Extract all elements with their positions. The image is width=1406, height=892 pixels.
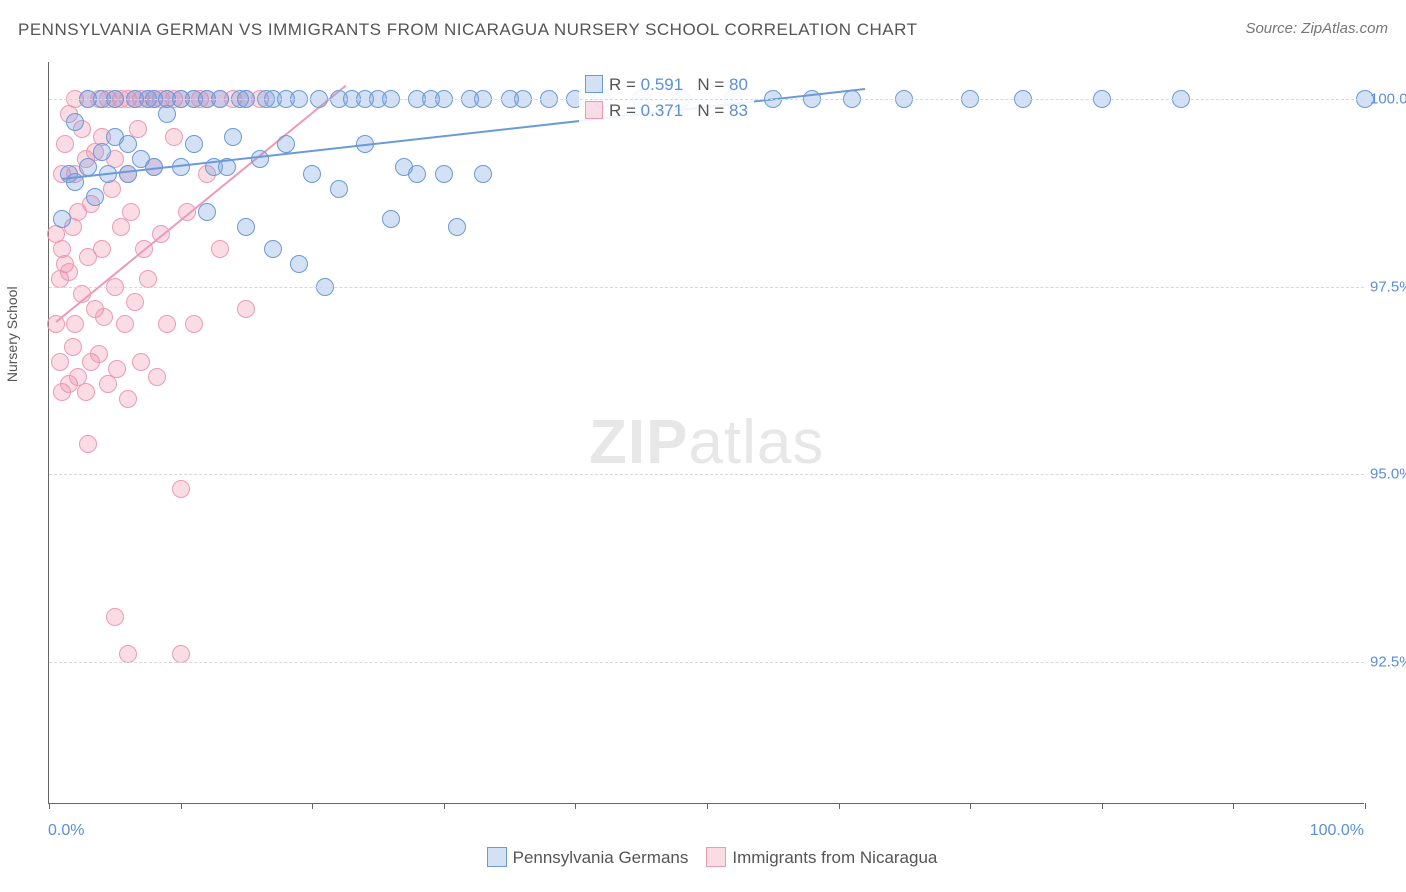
chart-plot-area: ZIPatlas R = 0.591 N = 80R = 0.371 N = 8… xyxy=(48,62,1364,804)
y-tick-label: 92.5% xyxy=(1370,653,1406,670)
data-point xyxy=(53,210,71,228)
data-point xyxy=(185,135,203,153)
x-axis-min-label: 0.0% xyxy=(48,822,84,840)
data-point xyxy=(119,135,137,153)
data-point xyxy=(330,180,348,198)
gridline xyxy=(49,662,1364,663)
x-tick xyxy=(839,803,840,809)
gridline xyxy=(49,287,1364,288)
data-point xyxy=(264,240,282,258)
data-point xyxy=(448,218,466,236)
data-point xyxy=(165,128,183,146)
data-point xyxy=(277,135,295,153)
x-tick xyxy=(707,803,708,809)
gridline xyxy=(49,474,1364,475)
data-point xyxy=(224,128,242,146)
data-point xyxy=(251,150,269,168)
legend-item: Immigrants from Nicaragua xyxy=(688,848,937,867)
data-point xyxy=(382,210,400,228)
data-point xyxy=(90,345,108,363)
x-tick xyxy=(444,803,445,809)
data-point xyxy=(106,608,124,626)
data-point xyxy=(51,353,69,371)
data-point xyxy=(290,255,308,273)
x-tick xyxy=(575,803,576,809)
data-point xyxy=(77,383,95,401)
gridline xyxy=(49,99,1364,100)
x-tick xyxy=(1102,803,1103,809)
data-point xyxy=(116,315,134,333)
data-point xyxy=(93,240,111,258)
data-point xyxy=(66,113,84,131)
data-point xyxy=(172,480,190,498)
data-point xyxy=(122,203,140,221)
data-point xyxy=(132,353,150,371)
stats-row: R = 0.591 N = 80 xyxy=(585,72,748,98)
data-point xyxy=(119,645,137,663)
source-attribution: Source: ZipAtlas.com xyxy=(1245,20,1388,37)
data-point xyxy=(408,165,426,183)
data-point xyxy=(211,240,229,258)
data-point xyxy=(86,188,104,206)
data-point xyxy=(60,263,78,281)
bottom-legend: Pennsylvania GermansImmigrants from Nica… xyxy=(0,847,1406,868)
x-tick xyxy=(1233,803,1234,809)
x-tick xyxy=(181,803,182,809)
data-point xyxy=(79,435,97,453)
x-tick xyxy=(1365,803,1366,809)
data-point xyxy=(119,165,137,183)
data-point xyxy=(474,165,492,183)
data-point xyxy=(95,308,113,326)
data-point xyxy=(126,293,144,311)
correlation-stats-box: R = 0.591 N = 80R = 0.371 N = 83 xyxy=(579,70,754,127)
x-tick xyxy=(312,803,313,809)
data-point xyxy=(148,368,166,386)
data-point xyxy=(198,203,216,221)
data-point xyxy=(66,315,84,333)
stats-row: R = 0.371 N = 83 xyxy=(585,98,748,124)
data-point xyxy=(56,135,74,153)
y-axis-label: Nursery School xyxy=(4,286,20,382)
chart-title: PENNSYLVANIA GERMAN VS IMMIGRANTS FROM N… xyxy=(18,20,917,40)
legend-item: Pennsylvania Germans xyxy=(469,848,689,867)
data-point xyxy=(303,165,321,183)
y-tick-label: 100.0% xyxy=(1370,91,1406,108)
data-point xyxy=(237,300,255,318)
y-tick-label: 95.0% xyxy=(1370,466,1406,483)
x-tick xyxy=(970,803,971,809)
data-point xyxy=(185,315,203,333)
data-point xyxy=(139,270,157,288)
y-tick-label: 97.5% xyxy=(1370,278,1406,295)
data-point xyxy=(64,338,82,356)
watermark: ZIPatlas xyxy=(589,407,824,478)
data-point xyxy=(172,645,190,663)
x-axis-max-label: 100.0% xyxy=(1310,822,1364,840)
data-point xyxy=(108,360,126,378)
data-point xyxy=(93,143,111,161)
data-point xyxy=(237,218,255,236)
data-point xyxy=(119,390,137,408)
data-point xyxy=(435,165,453,183)
x-tick xyxy=(49,803,50,809)
data-point xyxy=(158,315,176,333)
